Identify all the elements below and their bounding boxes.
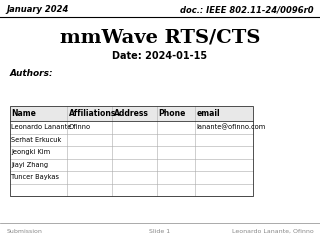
Text: Authors:: Authors:	[10, 69, 53, 78]
Text: email: email	[197, 109, 220, 118]
Text: Jeongki Kim: Jeongki Kim	[11, 149, 50, 156]
Text: doc.: IEEE 802.11-24/0096r0: doc.: IEEE 802.11-24/0096r0	[180, 5, 314, 14]
Text: Submission: Submission	[6, 229, 42, 234]
Text: January 2024: January 2024	[6, 5, 69, 14]
Text: lanante@ofinno.com: lanante@ofinno.com	[197, 124, 266, 131]
Text: Affiliations: Affiliations	[69, 109, 116, 118]
FancyBboxPatch shape	[10, 106, 253, 121]
Text: Slide 1: Slide 1	[149, 229, 171, 234]
Text: Tuncer Baykas: Tuncer Baykas	[11, 174, 59, 180]
Text: Address: Address	[114, 109, 148, 118]
Text: mmWave RTS/CTS: mmWave RTS/CTS	[60, 28, 260, 46]
Text: Jiayi Zhang: Jiayi Zhang	[11, 162, 48, 168]
Bar	[10, 106, 253, 196]
Text: Serhat Erkucuk: Serhat Erkucuk	[11, 137, 61, 143]
Text: Phone: Phone	[158, 109, 186, 118]
Text: Leonardo Lanante, Ofinno: Leonardo Lanante, Ofinno	[232, 229, 314, 234]
Text: Ofinno: Ofinno	[69, 124, 91, 131]
Text: Date: 2024-01-15: Date: 2024-01-15	[112, 51, 208, 61]
Text: Leonardo Lanante: Leonardo Lanante	[11, 124, 72, 131]
Text: Name: Name	[11, 109, 36, 118]
